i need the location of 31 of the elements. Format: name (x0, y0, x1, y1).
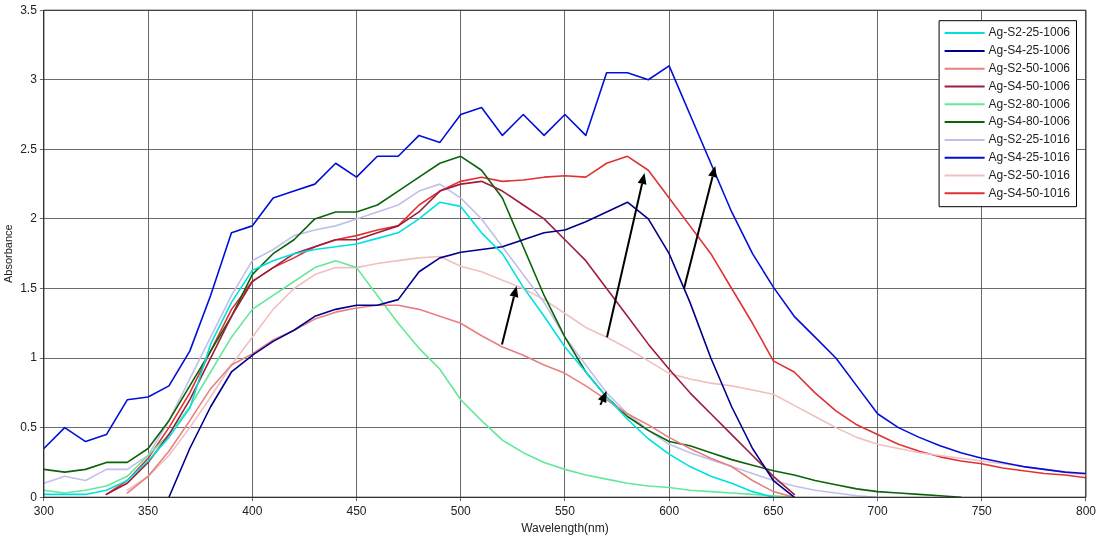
legend-label: Ag-S4-50-1006 (988, 78, 1071, 93)
y-tick-label: 0 (30, 489, 38, 504)
x-tick-label: 550 (554, 503, 576, 518)
y-tick-label: 1.5 (20, 280, 38, 295)
x-tick-label: 650 (763, 503, 784, 518)
y-tick-label: 2 (30, 211, 38, 226)
x-tick-label: 350 (138, 503, 159, 518)
x-tick-label: 600 (659, 503, 680, 518)
legend-label: Ag-S2-25-1006 (988, 25, 1071, 40)
legend-label: Ag-S4-80-1006 (988, 114, 1071, 129)
y-tick-label: 0.5 (20, 419, 38, 434)
x-tick-label: 300 (33, 503, 55, 518)
x-tick-label: 400 (242, 503, 263, 518)
x-axis-title: Wavelength(nm) (521, 521, 609, 536)
y-tick-label: 3.5 (20, 2, 38, 17)
legend-label: Ag-S2-25-1016 (988, 132, 1071, 147)
y-tick-label: 2.5 (20, 141, 38, 156)
y-axis-title: Absorbance (1, 224, 14, 284)
legend-label: Ag-S2-50-1016 (988, 167, 1071, 182)
y-tick-label: 3 (30, 72, 38, 87)
x-tick-label: 700 (867, 503, 888, 518)
legend-label: Ag-S4-25-1006 (988, 43, 1071, 58)
y-tick-label: 1 (30, 350, 38, 365)
x-tick-label: 450 (346, 503, 367, 518)
legend-label: Ag-S4-50-1016 (988, 185, 1071, 200)
x-tick-label: 500 (450, 503, 472, 518)
legend-label: Ag-S2-80-1006 (988, 96, 1071, 111)
x-tick-label: 750 (971, 503, 993, 518)
legend-label: Ag-S2-50-1006 (988, 61, 1071, 76)
x-tick-label: 800 (1075, 503, 1097, 518)
legend-label: Ag-S4-25-1016 (988, 150, 1071, 165)
